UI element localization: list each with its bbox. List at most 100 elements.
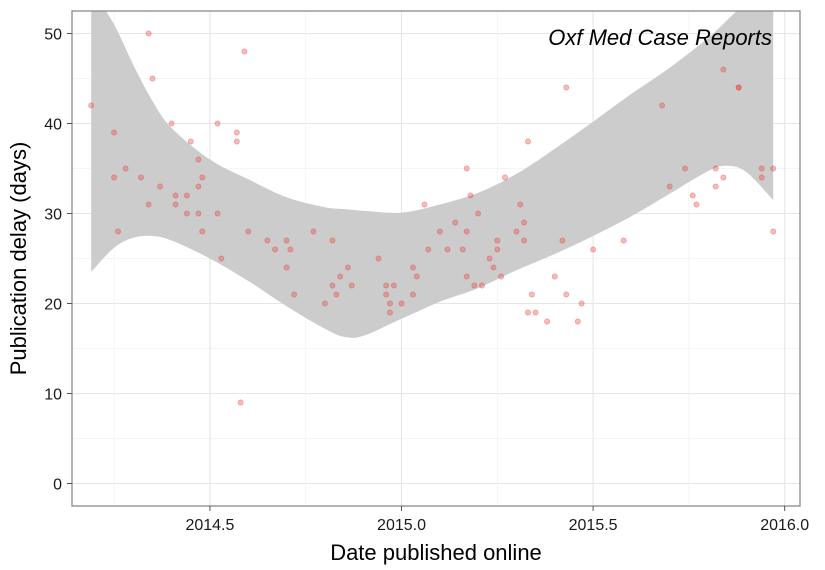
data-point bbox=[471, 282, 478, 289]
data-point bbox=[329, 282, 336, 289]
data-point bbox=[490, 264, 497, 271]
data-point bbox=[383, 291, 390, 298]
x-axis-title: Date published online bbox=[330, 540, 542, 565]
data-point bbox=[421, 201, 428, 208]
data-point bbox=[463, 228, 470, 235]
data-point bbox=[348, 282, 355, 289]
data-point bbox=[712, 183, 719, 190]
x-tick-label: 2016.0 bbox=[760, 517, 809, 534]
data-point bbox=[199, 228, 206, 235]
data-point bbox=[410, 264, 416, 271]
data-point bbox=[532, 309, 539, 316]
data-point bbox=[574, 318, 581, 325]
data-point bbox=[590, 246, 597, 253]
data-point bbox=[425, 246, 432, 253]
data-point bbox=[521, 237, 528, 244]
y-tick-label: 30 bbox=[44, 207, 62, 224]
data-point bbox=[521, 219, 528, 226]
x-tick-label: 2015.5 bbox=[569, 517, 618, 534]
data-point bbox=[287, 246, 294, 253]
data-point bbox=[735, 84, 742, 91]
journal-annotation: Oxf Med Case Reports bbox=[548, 25, 772, 50]
data-points bbox=[88, 30, 777, 406]
data-point bbox=[682, 165, 689, 172]
data-point bbox=[479, 282, 485, 289]
data-point bbox=[525, 309, 531, 316]
data-point bbox=[770, 228, 777, 235]
data-point bbox=[214, 120, 221, 127]
data-point bbox=[195, 210, 202, 217]
data-point bbox=[720, 174, 727, 181]
data-point bbox=[413, 273, 420, 280]
data-point bbox=[241, 48, 248, 55]
data-point bbox=[172, 201, 179, 208]
data-point bbox=[563, 291, 570, 298]
data-point bbox=[486, 255, 493, 262]
data-point bbox=[291, 291, 298, 298]
data-point bbox=[498, 273, 505, 280]
data-point bbox=[111, 129, 118, 136]
data-point bbox=[463, 165, 470, 172]
data-point bbox=[264, 237, 271, 244]
data-point bbox=[375, 255, 382, 262]
data-point bbox=[494, 237, 501, 244]
data-point bbox=[666, 183, 673, 190]
data-point bbox=[195, 183, 202, 190]
data-point bbox=[122, 165, 129, 172]
data-point bbox=[390, 282, 397, 289]
data-point bbox=[199, 174, 206, 181]
data-point bbox=[145, 30, 152, 37]
data-point bbox=[233, 138, 240, 145]
data-point bbox=[525, 138, 531, 145]
data-point bbox=[559, 237, 566, 244]
x-tick-label: 2015.0 bbox=[377, 517, 426, 534]
data-point bbox=[383, 282, 390, 289]
data-point bbox=[183, 192, 190, 199]
data-point bbox=[770, 165, 777, 172]
data-point bbox=[436, 228, 443, 235]
data-point bbox=[475, 210, 482, 217]
data-point bbox=[563, 84, 570, 91]
smooth-confidence-band bbox=[91, 11, 774, 338]
data-point bbox=[168, 120, 175, 127]
y-tick-label: 10 bbox=[44, 387, 62, 404]
data-point bbox=[735, 84, 742, 91]
data-point bbox=[712, 165, 719, 172]
data-point bbox=[467, 192, 474, 199]
data-point bbox=[321, 300, 328, 307]
data-point bbox=[513, 228, 520, 235]
data-point bbox=[195, 156, 202, 163]
data-point bbox=[620, 237, 627, 244]
data-point bbox=[410, 291, 416, 298]
data-point bbox=[233, 129, 240, 136]
y-tick-label: 20 bbox=[44, 297, 62, 314]
data-point bbox=[218, 255, 225, 262]
data-point bbox=[517, 201, 524, 208]
data-point bbox=[459, 246, 466, 253]
data-point bbox=[758, 174, 765, 181]
data-point bbox=[758, 165, 765, 172]
data-point bbox=[145, 201, 152, 208]
data-point bbox=[149, 75, 156, 82]
data-point bbox=[272, 246, 279, 253]
data-point bbox=[659, 102, 666, 109]
data-point bbox=[528, 291, 535, 298]
data-point bbox=[183, 210, 190, 217]
data-point bbox=[544, 318, 551, 325]
data-point bbox=[237, 399, 244, 406]
data-point bbox=[693, 201, 700, 208]
data-point bbox=[310, 228, 317, 235]
data-point bbox=[578, 300, 585, 307]
data-point bbox=[172, 192, 179, 199]
y-tick-label: 40 bbox=[44, 117, 62, 134]
data-point bbox=[502, 174, 508, 181]
x-tick-label: 2014.5 bbox=[185, 517, 234, 534]
data-point bbox=[344, 264, 351, 271]
data-point bbox=[115, 228, 121, 235]
data-point bbox=[214, 210, 221, 217]
data-point bbox=[551, 273, 558, 280]
data-point bbox=[187, 138, 194, 145]
data-point bbox=[138, 174, 144, 181]
data-point bbox=[88, 102, 95, 109]
